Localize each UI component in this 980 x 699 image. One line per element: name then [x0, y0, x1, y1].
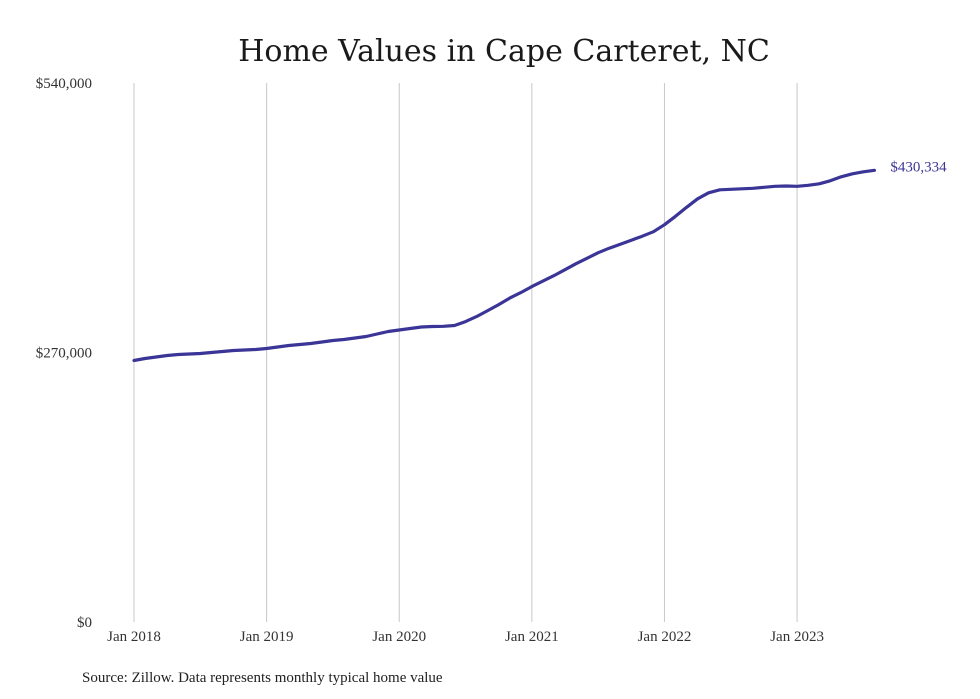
- x-tick-label: Jan 2018: [107, 629, 161, 645]
- gridlines: [133, 83, 798, 622]
- x-tick-label: Jan 2023: [770, 629, 824, 645]
- x-axis-ticks: Jan 2018 Jan 2019 Jan 2020 Jan 2021 Jan 2022…: [107, 629, 824, 645]
- x-tick-label: Jan 2021: [505, 629, 559, 645]
- y-tick-label: $540,000: [36, 76, 92, 92]
- chart-title: Home Values in Cape Carteret, NC: [238, 34, 770, 69]
- x-tick-label: Jan 2022: [638, 629, 692, 645]
- end-value-label: $430,334: [890, 159, 947, 175]
- x-tick-label: Jan 2020: [372, 629, 426, 645]
- source-note: Source: Zillow. Data represents monthly …: [82, 670, 443, 686]
- y-axis-ticks: $0 $270,000 $540,000: [36, 76, 92, 631]
- y-tick-label: $0: [77, 615, 92, 631]
- y-tick-label: $270,000: [36, 346, 92, 362]
- home-value-line: [132, 168, 876, 363]
- x-tick-label: Jan 2019: [240, 629, 294, 645]
